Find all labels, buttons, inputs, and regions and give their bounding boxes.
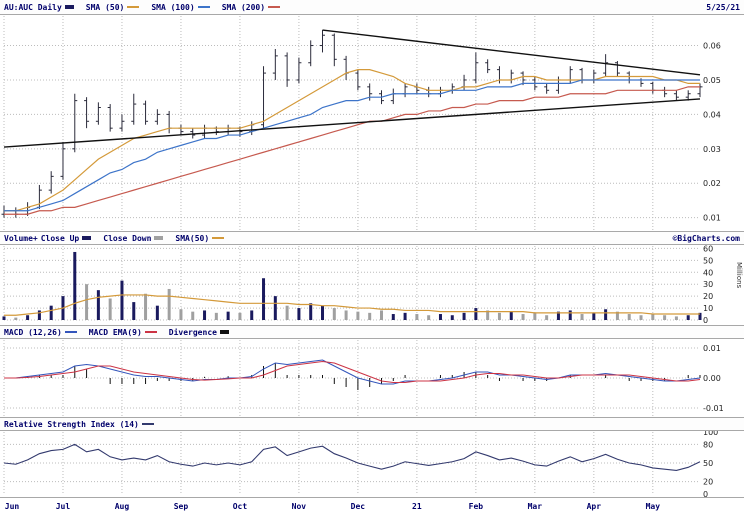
close-up-label: Close Up — [40, 233, 80, 243]
volume-title: Volume+ — [4, 233, 38, 243]
svg-text:-0.01: -0.01 — [703, 404, 724, 413]
svg-text:20: 20 — [703, 292, 713, 301]
macd-ema-swatch — [144, 331, 157, 333]
rsi-line-swatch — [141, 423, 154, 425]
svg-text:60: 60 — [703, 244, 713, 253]
sma100-legend-label: SMA (100) — [151, 2, 195, 12]
price-series-swatch — [64, 5, 74, 9]
svg-text:0.02: 0.02 — [703, 179, 721, 188]
svg-text:0: 0 — [703, 490, 708, 498]
macd-legend-row: MACD (12,26) MACD EMA(9) Divergence — [0, 326, 744, 338]
x-axis-month-labels: Jun Jul Aug Sep Oct Nov Dec 21 Feb Mar Apr May — [0, 498, 744, 517]
svg-text:30: 30 — [703, 280, 713, 289]
x-axis-label: Apr — [586, 502, 602, 511]
sma200-legend-swatch — [268, 6, 281, 8]
x-axis-label: Feb — [468, 502, 484, 511]
svg-text:50: 50 — [703, 459, 713, 468]
rsi-chart-panel: 100 80 50 20 0 — [0, 430, 744, 498]
x-axis-label: 21 — [412, 502, 422, 511]
price-legend-row: AU:AUC Daily SMA (50) SMA (100) SMA (200… — [0, 0, 744, 14]
volume-sma-swatch — [212, 237, 225, 239]
svg-text:0: 0 — [703, 316, 708, 325]
x-axis-label: Mar — [527, 502, 543, 511]
bigcharts-watermark: ©BigCharts.com — [672, 233, 740, 243]
svg-text:0.00: 0.00 — [703, 374, 721, 383]
svg-text:20: 20 — [703, 478, 713, 487]
svg-text:80: 80 — [703, 440, 713, 449]
divergence-swatch — [219, 330, 229, 334]
x-axis-label: Jun — [4, 502, 20, 511]
x-axis-label: May — [645, 502, 661, 511]
close-up-swatch — [82, 236, 92, 240]
volume-sma-label: SMA(50) — [175, 233, 210, 243]
svg-text:40: 40 — [703, 268, 713, 277]
svg-text:Millions: Millions — [735, 262, 743, 289]
svg-text:50: 50 — [703, 256, 713, 265]
svg-text:0.05: 0.05 — [703, 76, 721, 85]
svg-text:10: 10 — [703, 304, 713, 313]
x-axis-label: Jul — [55, 502, 71, 511]
divergence-label: Divergence — [168, 327, 217, 337]
sma50-legend-swatch — [127, 6, 140, 8]
sma100-legend-swatch — [197, 6, 210, 8]
date-label: 5/25/21 — [706, 2, 740, 12]
volume-legend-row: Volume+ Close Up Close Down SMA(50) ©Big… — [0, 232, 744, 244]
price-chart-panel: 0.06 0.05 0.04 0.03 0.02 0.01 — [0, 14, 744, 232]
x-axis-label: Oct — [232, 502, 248, 511]
close-down-label: Close Down — [103, 233, 152, 243]
macd-title: MACD (12,26) — [4, 327, 62, 337]
volume-chart-panel: 60 50 40 30 20 10 0 Millions — [0, 244, 744, 326]
x-axis-label: Nov — [291, 502, 307, 511]
rsi-legend-row: Relative Strength Index (14) — [0, 418, 744, 430]
macd-chart-panel: 0.01 0.00 -0.01 — [0, 338, 744, 418]
svg-text:0.03: 0.03 — [703, 145, 721, 154]
sma50-legend-label: SMA (50) — [85, 2, 125, 12]
x-axis-label: Dec — [350, 502, 366, 511]
svg-text:0.01: 0.01 — [703, 214, 721, 223]
macd-line-swatch — [64, 331, 77, 333]
svg-text:0.04: 0.04 — [703, 110, 721, 119]
sma200-legend-label: SMA (200) — [221, 2, 266, 12]
svg-text:0.01: 0.01 — [703, 344, 721, 353]
macd-ema-label: MACD EMA(9) — [88, 327, 142, 337]
rsi-title: Relative Strength Index (14) — [4, 419, 139, 429]
close-down-swatch — [154, 236, 164, 240]
x-axis-label: Aug — [114, 502, 130, 511]
svg-text:100: 100 — [703, 430, 718, 437]
x-axis-label: Sep — [173, 502, 189, 511]
symbol-label: AU:AUC Daily — [4, 2, 62, 12]
svg-text:0.06: 0.06 — [703, 42, 721, 51]
